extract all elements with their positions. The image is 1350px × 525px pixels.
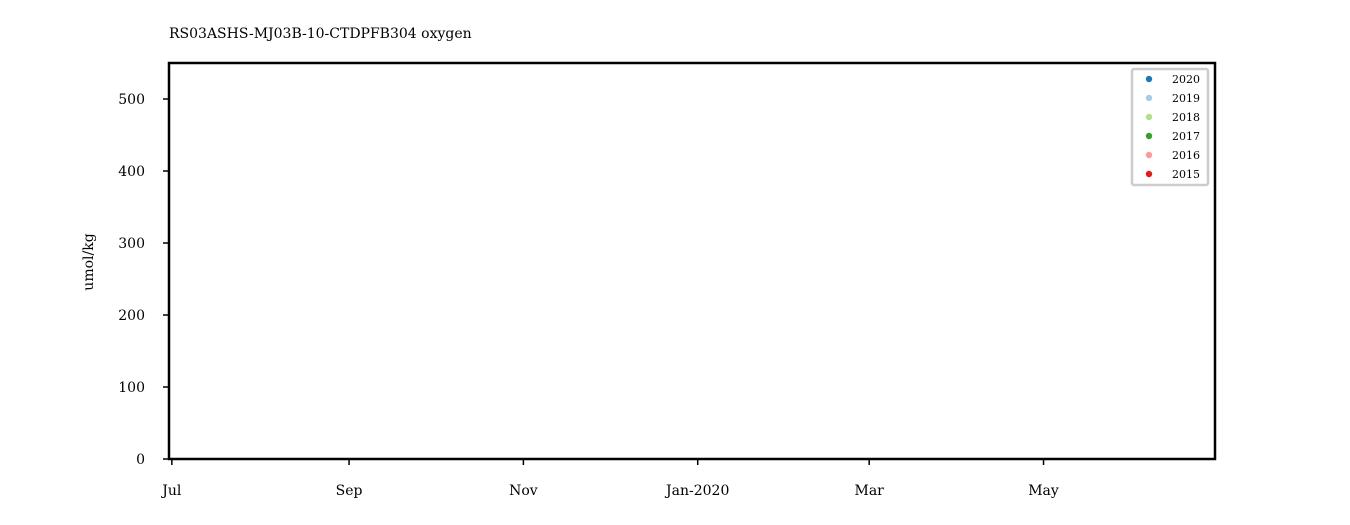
legend-label: 2016 (1172, 149, 1200, 162)
x-tick-label: Nov (509, 483, 538, 499)
legend-marker (1145, 132, 1153, 140)
legend-marker (1145, 170, 1153, 178)
y-axis-label: umol/kg (81, 233, 97, 290)
x-tick-label: Jan-2020 (664, 483, 729, 499)
legend-label: 2017 (1172, 130, 1200, 143)
legend-label: 2018 (1172, 111, 1200, 124)
legend-label: 2015 (1172, 168, 1200, 181)
legend: 2020 2019 2018 2017 2016 2015 (1130, 67, 1210, 187)
y-tick-label: 200 (118, 308, 145, 324)
x-tick-label: Jul (160, 483, 182, 499)
y-tick-label: 500 (118, 92, 145, 108)
legend-label: 2019 (1172, 92, 1200, 105)
y-tick-label: 300 (118, 236, 145, 252)
x-tick-label: Sep (336, 483, 363, 499)
legend-marker (1145, 94, 1153, 102)
legend-marker (1145, 75, 1153, 83)
y-tick-label: 0 (136, 452, 145, 468)
legend-marker (1145, 151, 1153, 159)
legend-label: 2020 (1172, 73, 1200, 86)
legend-marker (1145, 113, 1153, 121)
chart-title: RS03ASHS-MJ03B-10-CTDPFB304 oxygen (169, 26, 472, 42)
x-ticks: Jul Sep Nov Jan-2020 Mar May (160, 459, 1059, 499)
x-tick-label: Mar (855, 483, 885, 499)
y-tick-label: 400 (118, 164, 145, 180)
y-tick-label: 100 (118, 380, 145, 396)
y-ticks: 0 100 200 300 400 500 (118, 92, 169, 468)
x-tick-label: May (1028, 483, 1059, 499)
plot-frame (167, 61, 1217, 461)
